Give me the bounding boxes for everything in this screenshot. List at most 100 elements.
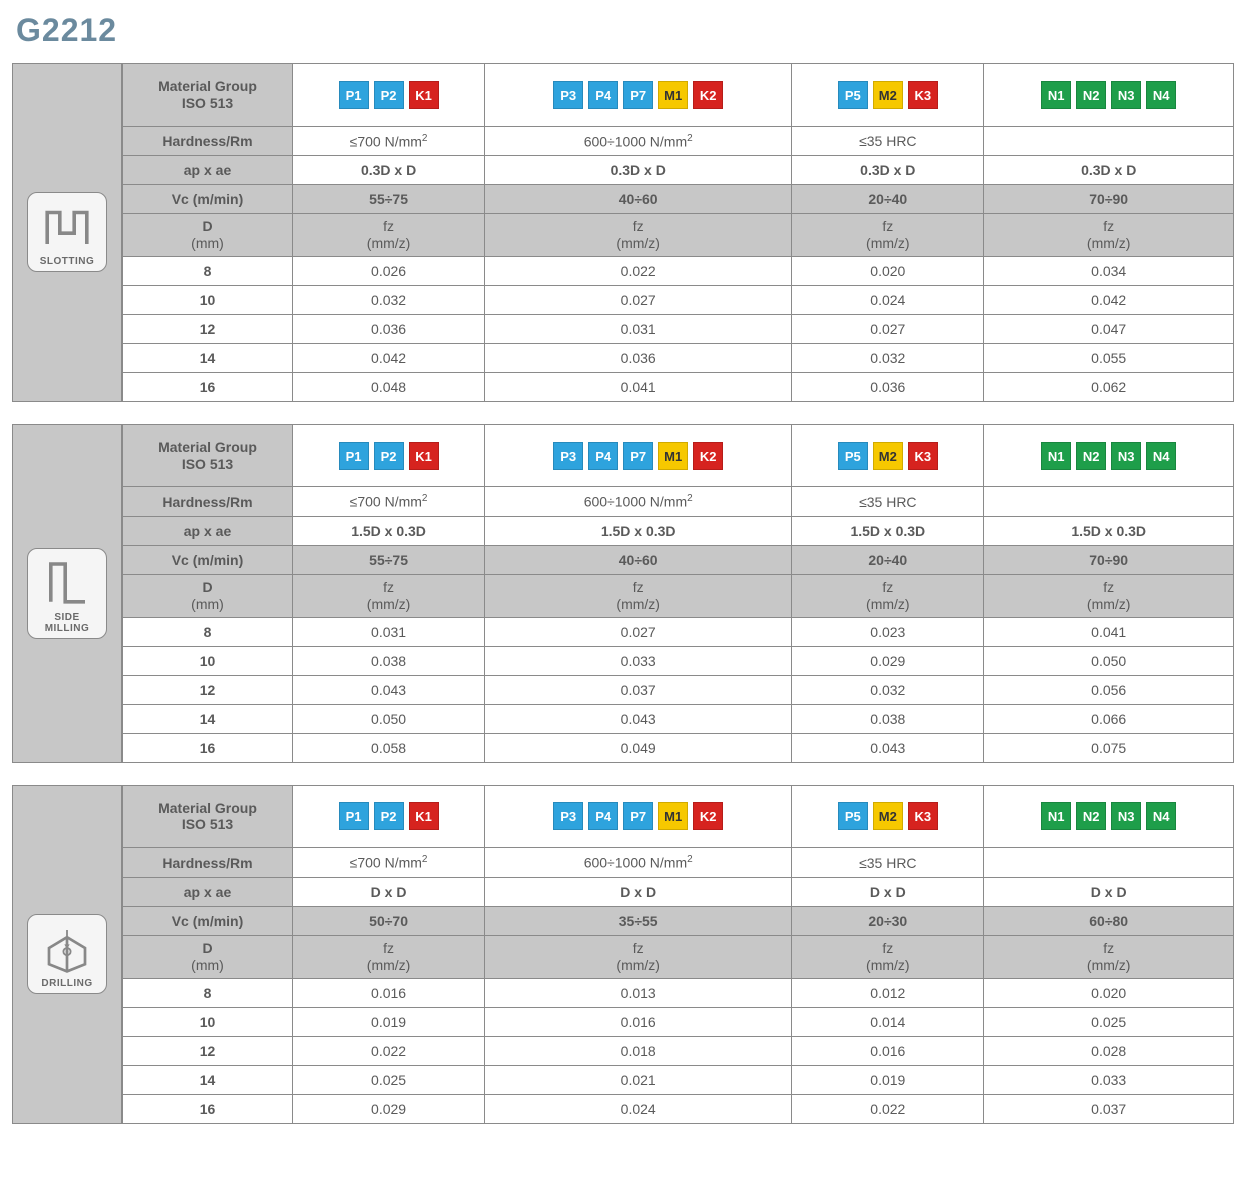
chip-P4: P4 xyxy=(588,442,618,470)
sections-container: SLOTTING Material GroupISO 513P1P2K1P3P4P… xyxy=(12,63,1234,1124)
operation-box: SLOTTING xyxy=(27,192,107,272)
fz-label-col1: fz(mm/z) xyxy=(293,575,485,618)
hardness-col2: 600÷1000 N/mm2 xyxy=(485,126,792,156)
section-slotting: SLOTTINGMaterial GroupISO 513P1P2K1P3P4P… xyxy=(12,63,1234,402)
data-table: Material GroupISO 513P1P2K1P3P4P7M1K2P5M… xyxy=(122,424,1234,763)
vc-col4: 70÷90 xyxy=(984,546,1234,575)
diameter-cell: 12 xyxy=(123,675,293,704)
material-chips-col3: P5M2K3 xyxy=(792,64,984,127)
chip-K3: K3 xyxy=(908,442,938,470)
chip-P2: P2 xyxy=(374,81,404,109)
fz-cell: 0.034 xyxy=(984,256,1234,285)
material-chips-col2: P3P4P7M1K2 xyxy=(485,424,792,487)
fz-cell: 0.019 xyxy=(792,1065,984,1094)
operation-box: SIDE MILLING xyxy=(27,548,107,639)
vc-col3: 20÷40 xyxy=(792,546,984,575)
diameter-cell: 12 xyxy=(123,1036,293,1065)
hardness-col1: ≤700 N/mm2 xyxy=(293,487,485,517)
vc-label: Vc (m/min) xyxy=(123,906,293,935)
diameter-cell: 14 xyxy=(123,343,293,372)
fz-cell: 0.038 xyxy=(792,704,984,733)
diameter-cell: 16 xyxy=(123,1094,293,1123)
diameter-cell: 10 xyxy=(123,285,293,314)
data-row: 160.0480.0410.0360.062 xyxy=(123,372,1234,401)
section-drilling: DRILLINGMaterial GroupISO 513P1P2K1P3P4P… xyxy=(12,785,1234,1124)
fz-label-col4: fz(mm/z) xyxy=(984,935,1234,978)
fz-label-col2: fz(mm/z) xyxy=(485,935,792,978)
chip-P4: P4 xyxy=(588,802,618,830)
vc-col1: 55÷75 xyxy=(293,185,485,214)
fz-label-col3: fz(mm/z) xyxy=(792,214,984,257)
chip-K3: K3 xyxy=(908,802,938,830)
fz-cell: 0.043 xyxy=(485,704,792,733)
fz-cell: 0.023 xyxy=(792,617,984,646)
slotting-icon xyxy=(40,199,94,253)
hardness-col3: ≤35 HRC xyxy=(792,848,984,878)
data-row: 120.0220.0180.0160.028 xyxy=(123,1036,1234,1065)
fz-cell: 0.036 xyxy=(792,372,984,401)
chip-N3: N3 xyxy=(1111,802,1141,830)
fz-cell: 0.027 xyxy=(485,617,792,646)
fz-cell: 0.055 xyxy=(984,343,1234,372)
fz-cell: 0.022 xyxy=(792,1094,984,1123)
hardness-col3: ≤35 HRC xyxy=(792,126,984,156)
d-label: D(mm) xyxy=(123,935,293,978)
hardness-col1: ≤700 N/mm2 xyxy=(293,848,485,878)
fz-cell: 0.032 xyxy=(792,343,984,372)
ap-ae-label: ap x ae xyxy=(123,517,293,546)
vc-col4: 60÷80 xyxy=(984,906,1234,935)
data-row: 120.0360.0310.0270.047 xyxy=(123,314,1234,343)
fz-cell: 0.028 xyxy=(984,1036,1234,1065)
fz-cell: 0.016 xyxy=(293,978,485,1007)
fz-cell: 0.016 xyxy=(792,1036,984,1065)
ap-ae-col3: D x D xyxy=(792,877,984,906)
fz-cell: 0.024 xyxy=(792,285,984,314)
ap-ae-col2: D x D xyxy=(485,877,792,906)
vc-label: Vc (m/min) xyxy=(123,546,293,575)
fz-cell: 0.038 xyxy=(293,646,485,675)
chip-P1: P1 xyxy=(339,81,369,109)
material-chips-col3: P5M2K3 xyxy=(792,785,984,848)
fz-cell: 0.020 xyxy=(984,978,1234,1007)
ap-ae-col2: 1.5D x 0.3D xyxy=(485,517,792,546)
chip-K2: K2 xyxy=(693,442,723,470)
fz-cell: 0.042 xyxy=(984,285,1234,314)
ap-ae-col2: 0.3D x D xyxy=(485,156,792,185)
hardness-label: Hardness/Rm xyxy=(123,848,293,878)
fz-cell: 0.032 xyxy=(792,675,984,704)
chip-P1: P1 xyxy=(339,442,369,470)
fz-cell: 0.033 xyxy=(485,646,792,675)
fz-label-col4: fz(mm/z) xyxy=(984,214,1234,257)
fz-cell: 0.048 xyxy=(293,372,485,401)
chip-P2: P2 xyxy=(374,802,404,830)
hardness-col4 xyxy=(984,126,1234,156)
chip-M1: M1 xyxy=(658,442,688,470)
diameter-cell: 8 xyxy=(123,256,293,285)
fz-cell: 0.042 xyxy=(293,343,485,372)
data-row: 140.0500.0430.0380.066 xyxy=(123,704,1234,733)
fz-label-col2: fz(mm/z) xyxy=(485,575,792,618)
fz-cell: 0.029 xyxy=(293,1094,485,1123)
fz-cell: 0.018 xyxy=(485,1036,792,1065)
operation-label: SLOTTING xyxy=(40,256,95,267)
page-title: G2212 xyxy=(16,12,1234,49)
fz-label-col3: fz(mm/z) xyxy=(792,575,984,618)
chip-P4: P4 xyxy=(588,81,618,109)
fz-cell: 0.025 xyxy=(984,1007,1234,1036)
fz-cell: 0.033 xyxy=(984,1065,1234,1094)
data-row: 140.0250.0210.0190.033 xyxy=(123,1065,1234,1094)
fz-cell: 0.036 xyxy=(485,343,792,372)
chip-M2: M2 xyxy=(873,442,903,470)
material-chips-col1: P1P2K1 xyxy=(293,785,485,848)
fz-cell: 0.062 xyxy=(984,372,1234,401)
chip-N4: N4 xyxy=(1146,81,1176,109)
fz-cell: 0.024 xyxy=(485,1094,792,1123)
diameter-cell: 8 xyxy=(123,617,293,646)
fz-cell: 0.066 xyxy=(984,704,1234,733)
chip-K3: K3 xyxy=(908,81,938,109)
fz-cell: 0.031 xyxy=(293,617,485,646)
chip-N4: N4 xyxy=(1146,802,1176,830)
fz-cell: 0.049 xyxy=(485,733,792,762)
hardness-col1: ≤700 N/mm2 xyxy=(293,126,485,156)
data-row: 80.0160.0130.0120.020 xyxy=(123,978,1234,1007)
